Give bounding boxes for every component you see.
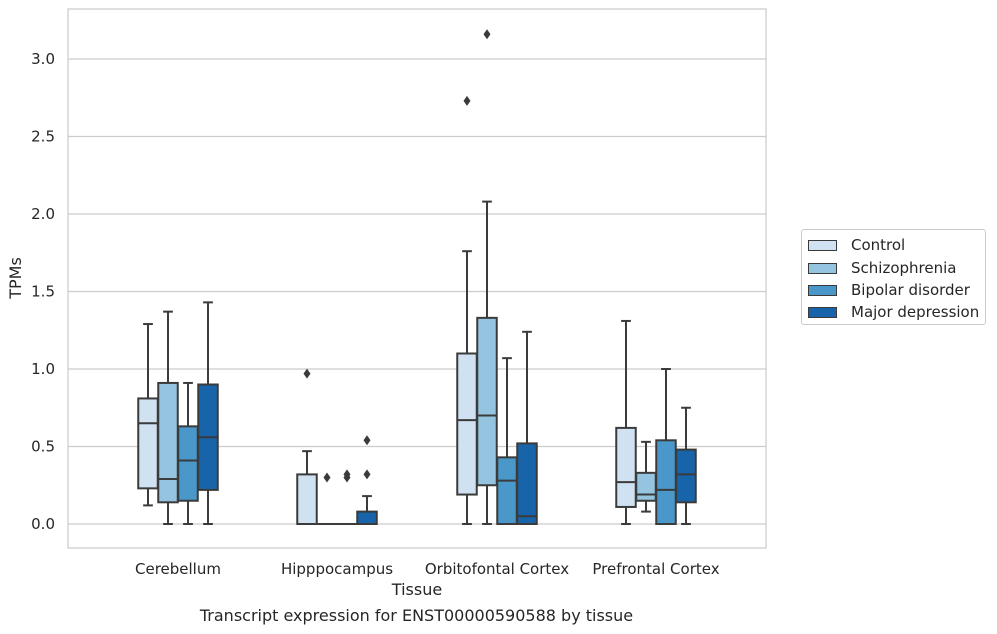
box-schizophrenia xyxy=(316,472,338,526)
y-tick-label: 3.0 xyxy=(31,50,55,68)
box-major-depression xyxy=(675,406,697,525)
box-schizophrenia xyxy=(476,29,498,525)
y-tick-label: 0.0 xyxy=(31,515,55,533)
box-control xyxy=(296,368,318,525)
box-major-depression xyxy=(197,301,219,525)
legend-item-schizophrenia: Schizophrenia xyxy=(808,259,956,277)
box-body xyxy=(356,510,378,526)
legend: Control Schizophrenia Bipolar disorder M… xyxy=(801,229,986,325)
y-tick-label: 1.5 xyxy=(31,283,55,301)
plot-frame xyxy=(67,8,767,549)
box-body xyxy=(456,352,478,496)
y-tick-labels: 0.0 0.5 1.0 1.5 2.0 2.5 3.0 xyxy=(31,50,55,533)
boxes-layer xyxy=(137,29,697,526)
box-body xyxy=(177,425,199,502)
box-body xyxy=(157,381,179,504)
y-tick-label: 2.0 xyxy=(31,205,55,223)
x-tick-labels: Cerebellum Hipppocampus Orbitofontal Corte… xyxy=(135,560,720,578)
box-body xyxy=(675,448,697,504)
outlier-point xyxy=(483,29,491,40)
x-tick-label: Orbitofontal Cortex xyxy=(425,560,569,578)
y-tick-label: 1.0 xyxy=(31,360,55,378)
legend-swatch-control xyxy=(808,239,837,251)
box-schizophrenia xyxy=(635,440,657,513)
outlier-point xyxy=(303,368,311,379)
box-body xyxy=(296,473,318,525)
legend-swatch-bipolar-disorder xyxy=(808,284,837,296)
box-body xyxy=(635,471,657,502)
box-body xyxy=(655,439,677,525)
box-schizophrenia xyxy=(157,310,179,525)
box-body xyxy=(615,426,637,508)
box-body xyxy=(516,442,538,525)
legend-item-major-depression: Major depression xyxy=(808,303,979,321)
x-tick-label: Prefrontal Cortex xyxy=(592,560,719,578)
outlier-point xyxy=(363,435,371,446)
box-major-depression xyxy=(516,330,538,525)
legend-swatch-major-depression xyxy=(808,306,837,318)
x-tick-label: Hipppocampus xyxy=(281,560,393,578)
box-bipolar-disorder xyxy=(336,469,358,526)
legend-item-bipolar-disorder: Bipolar disorder xyxy=(808,281,970,299)
box-control xyxy=(456,95,478,525)
x-axis-label: Tissue xyxy=(391,580,442,599)
y-tick-label: 0.5 xyxy=(31,438,55,456)
legend-label-control: Control xyxy=(851,236,906,254)
box-bipolar-disorder xyxy=(177,381,199,525)
x-tick-label: Cerebellum xyxy=(135,560,221,578)
y-tick-label: 2.5 xyxy=(31,128,55,146)
box-body xyxy=(476,316,498,487)
outlier-point xyxy=(463,95,471,106)
y-axis-label: TPMs xyxy=(6,257,25,300)
outlier-point xyxy=(323,472,331,483)
box-body xyxy=(496,456,518,526)
box-control xyxy=(137,323,159,507)
legend-label-major-depression: Major depression xyxy=(851,303,980,321)
outlier-point xyxy=(343,469,351,480)
legend-swatch-schizophrenia xyxy=(808,262,837,274)
chart-caption: Transcript expression for ENST0000059058… xyxy=(199,606,634,625)
box-bipolar-disorder xyxy=(655,368,677,525)
legend-label-schizophrenia: Schizophrenia xyxy=(851,259,957,277)
box-control xyxy=(615,319,637,525)
outlier-point xyxy=(363,469,371,480)
legend-label-bipolar-disorder: Bipolar disorder xyxy=(851,281,970,299)
box-bipolar-disorder xyxy=(496,357,518,526)
box-major-depression xyxy=(356,435,378,526)
legend-item-control: Control xyxy=(808,236,905,254)
box-body xyxy=(137,397,159,490)
